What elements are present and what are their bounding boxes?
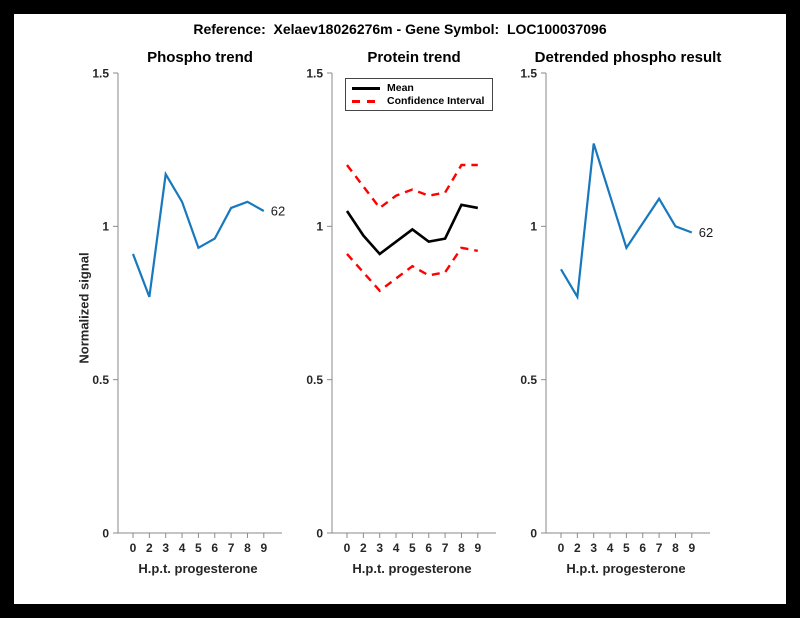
y-tick-label: 0 xyxy=(530,526,537,540)
detrended-phospho-plot: 00.511.50 2 3 4 5 6 7 8 962 xyxy=(520,66,713,555)
x-tick-label: 2 xyxy=(360,541,367,555)
protein-trend-plot: 00.511.50 2 3 4 5 6 7 8 9 xyxy=(306,66,496,555)
x-tick-label: 5 xyxy=(409,541,416,555)
x-tick-label: 7 xyxy=(228,541,235,555)
phospho-signal-line xyxy=(131,170,265,298)
confidence-lower-line xyxy=(346,246,479,293)
phospho-signal-end-label: 62 xyxy=(271,204,285,219)
figure-background xyxy=(14,14,786,604)
x-tick-label: 9 xyxy=(474,541,481,555)
x-axis-label-3: H.p.t. progesterone xyxy=(566,561,686,576)
mean-line xyxy=(345,203,479,256)
legend-label-mean: Mean xyxy=(387,82,414,94)
x-tick-label: 8 xyxy=(244,541,251,555)
x-tick-label: 8 xyxy=(672,541,679,555)
x-tick-label: 5 xyxy=(195,541,202,555)
mean-line-swatch xyxy=(352,87,380,90)
y-tick-label: 1.5 xyxy=(306,66,323,80)
legend-label-confidence-interval: Confidence Interval xyxy=(387,95,485,107)
x-tick-label: 6 xyxy=(211,541,218,555)
x-tick-label: 4 xyxy=(393,541,400,555)
x-tick-label: 3 xyxy=(590,541,597,555)
figure-title: Reference: Xelaev18026276m - Gene Symbol… xyxy=(193,21,607,37)
x-tick-label: 6 xyxy=(425,541,432,555)
y-tick-label: 1 xyxy=(102,220,109,234)
x-axis-label-1: H.p.t. progesterone xyxy=(138,561,258,576)
x-tick-label: 0 xyxy=(130,541,137,555)
detrended-phospho-end-label: 62 xyxy=(699,225,713,240)
legend-row-confidence-interval: Confidence Interval xyxy=(352,95,486,108)
x-tick-label: 7 xyxy=(442,541,449,555)
y-tick-label: 1 xyxy=(530,220,537,234)
x-tick-label: 0 xyxy=(344,541,351,555)
detrended-phospho-line xyxy=(560,143,693,301)
y-tick-label: 1.5 xyxy=(92,66,109,80)
y-tick-label: 1 xyxy=(316,220,323,234)
detrended-phospho-title: Detrended phospho result xyxy=(534,49,722,66)
x-tick-label: 2 xyxy=(146,541,153,555)
x-tick-label: 3 xyxy=(376,541,383,555)
x-tick-label: 0 xyxy=(558,541,565,555)
phospho-trend-plot: 00.511.50 2 3 4 5 6 7 8 962 xyxy=(92,66,285,555)
protein-trend-title: Protein trend xyxy=(367,49,461,66)
x-tick-label: 5 xyxy=(623,541,630,555)
x-tick-label: 9 xyxy=(688,541,695,555)
x-axis-label-2: H.p.t. progesterone xyxy=(352,561,472,576)
x-tick-label: 9 xyxy=(260,541,267,555)
y-tick-label: 0.5 xyxy=(306,373,323,387)
x-tick-label: 4 xyxy=(607,541,614,555)
confidence-interval-line-swatch xyxy=(352,100,380,103)
x-tick-label: 7 xyxy=(656,541,663,555)
phospho-trend-title: Phospho trend xyxy=(147,49,253,66)
y-tick-label: 1.5 xyxy=(520,66,537,80)
y-tick-label: 0 xyxy=(102,526,109,540)
legend: Mean Confidence Interval xyxy=(345,78,493,111)
y-tick-label: 0.5 xyxy=(92,373,109,387)
legend-row-mean: Mean xyxy=(352,82,486,95)
y-tick-label: 0.5 xyxy=(520,373,537,387)
x-tick-label: 6 xyxy=(639,541,646,555)
x-tick-label: 3 xyxy=(162,541,169,555)
confidence-upper-line xyxy=(346,163,478,210)
x-tick-label: 2 xyxy=(574,541,581,555)
y-tick-label: 0 xyxy=(316,526,323,540)
x-tick-label: 4 xyxy=(179,541,186,555)
x-tick-label: 8 xyxy=(458,541,465,555)
